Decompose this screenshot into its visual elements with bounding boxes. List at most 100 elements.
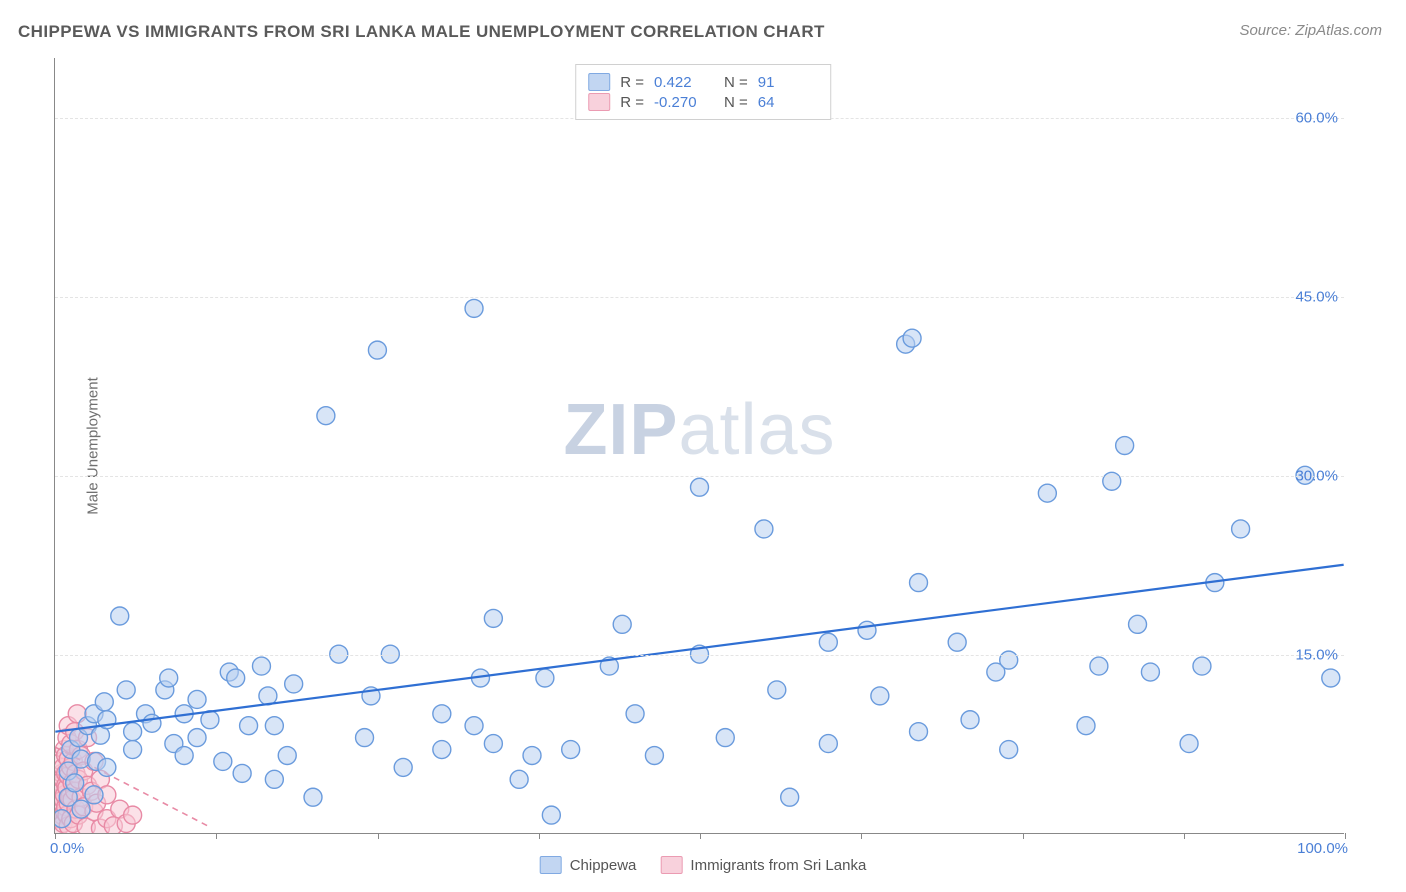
- data-point: [55, 803, 73, 821]
- data-point: [88, 752, 106, 770]
- legend-row: R =-0.270N =64: [588, 93, 818, 111]
- data-point: [67, 800, 85, 818]
- x-tick: [700, 833, 701, 839]
- data-point: [70, 806, 88, 824]
- data-point: [79, 717, 97, 735]
- data-point: [70, 770, 88, 788]
- data-point: [59, 788, 77, 806]
- data-point: [201, 711, 219, 729]
- data-point: [91, 819, 109, 833]
- data-point: [613, 615, 631, 633]
- watermark: ZIPatlas: [563, 389, 835, 471]
- data-point: [368, 341, 386, 359]
- data-point: [85, 786, 103, 804]
- data-point: [542, 806, 560, 824]
- data-point: [987, 663, 1005, 681]
- scatter-plot: [55, 58, 1344, 833]
- r-value: 0.422: [654, 74, 714, 91]
- gridline: [55, 655, 1344, 656]
- data-point: [465, 299, 483, 317]
- data-point: [626, 705, 644, 723]
- data-point: [160, 669, 178, 687]
- x-min-label: 0.0%: [50, 840, 84, 857]
- chart-title: CHIPPEWA VS IMMIGRANTS FROM SRI LANKA MA…: [18, 22, 825, 42]
- x-tick: [861, 833, 862, 839]
- data-point: [55, 786, 73, 804]
- data-point: [124, 806, 142, 824]
- data-point: [55, 806, 71, 824]
- y-tick-label: 60.0%: [1295, 109, 1338, 126]
- legend-swatch: [588, 73, 610, 91]
- data-point: [55, 818, 68, 833]
- data-point: [124, 741, 142, 759]
- data-point: [220, 663, 238, 681]
- data-point: [111, 800, 129, 818]
- data-point: [55, 776, 69, 794]
- data-point: [63, 774, 81, 792]
- data-point: [645, 747, 663, 765]
- y-tick-label: 45.0%: [1295, 288, 1338, 305]
- data-point: [67, 764, 85, 782]
- data-point: [356, 729, 374, 747]
- data-point: [91, 726, 109, 744]
- data-point: [57, 798, 75, 816]
- data-point: [104, 817, 122, 833]
- data-point: [536, 669, 554, 687]
- data-point: [1077, 717, 1095, 735]
- data-point: [1232, 520, 1250, 538]
- data-point: [82, 782, 100, 800]
- gridline: [55, 297, 1344, 298]
- y-tick-label: 15.0%: [1295, 646, 1338, 663]
- data-point: [285, 675, 303, 693]
- data-point: [59, 717, 77, 735]
- data-point: [819, 735, 837, 753]
- data-point: [68, 705, 86, 723]
- data-point: [562, 741, 580, 759]
- data-point: [214, 752, 232, 770]
- data-point: [79, 776, 97, 794]
- data-point: [484, 735, 502, 753]
- data-point: [233, 764, 251, 782]
- data-point: [1090, 657, 1108, 675]
- data-point: [91, 770, 109, 788]
- data-point: [66, 782, 84, 800]
- data-point: [66, 723, 84, 741]
- x-tick: [216, 833, 217, 839]
- legend-item: Chippewa: [540, 856, 637, 874]
- data-point: [59, 767, 77, 785]
- data-point: [156, 681, 174, 699]
- x-tick: [55, 833, 56, 839]
- legend-swatch: [540, 856, 562, 874]
- data-point: [175, 705, 193, 723]
- data-point: [304, 788, 322, 806]
- data-point: [600, 657, 618, 675]
- data-point: [55, 782, 71, 800]
- data-point: [59, 794, 77, 812]
- data-point: [58, 806, 76, 824]
- data-point: [910, 723, 928, 741]
- data-point: [55, 752, 71, 770]
- data-point: [948, 633, 966, 651]
- data-point: [394, 758, 412, 776]
- data-point: [137, 705, 155, 723]
- data-point: [55, 814, 72, 832]
- data-point: [55, 791, 72, 809]
- data-point: [961, 711, 979, 729]
- data-point: [897, 335, 915, 353]
- data-point: [98, 810, 116, 828]
- legend-label: Chippewa: [570, 857, 637, 874]
- data-point: [72, 788, 90, 806]
- data-point: [63, 791, 81, 809]
- data-point: [259, 687, 277, 705]
- data-point: [227, 669, 245, 687]
- gridline: [55, 476, 1344, 477]
- data-point: [465, 717, 483, 735]
- data-point: [252, 657, 270, 675]
- data-point: [58, 779, 76, 797]
- data-point: [70, 729, 88, 747]
- data-point: [781, 788, 799, 806]
- data-point: [117, 681, 135, 699]
- data-point: [72, 800, 90, 818]
- data-point: [523, 747, 541, 765]
- r-label: R =: [620, 74, 644, 91]
